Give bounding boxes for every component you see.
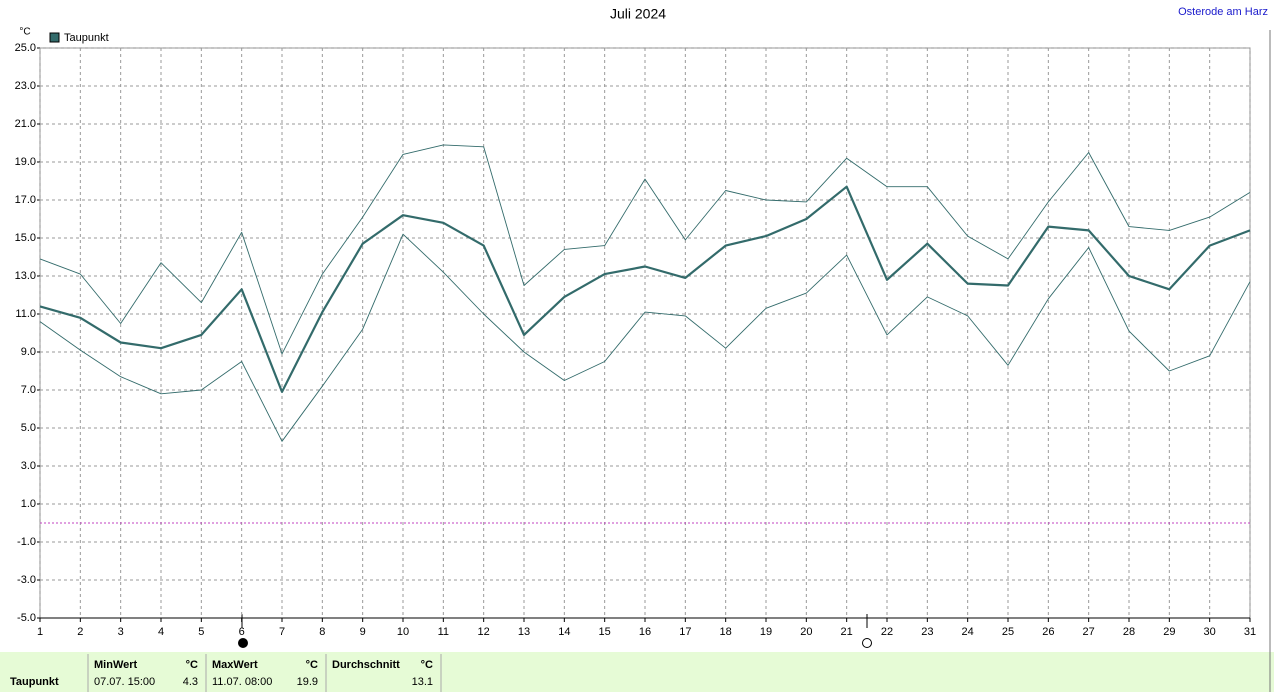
x-tick-label: 23 (921, 626, 933, 638)
x-tick-label: 1 (37, 626, 43, 638)
summary-panel (0, 652, 1274, 692)
summary-row-label: Taupunkt (10, 676, 59, 688)
y-tick-label: 9.0 (21, 346, 36, 358)
x-tick-label: 2 (77, 626, 83, 638)
summary-unit: °C (186, 659, 198, 671)
x-tick-label: 28 (1123, 626, 1135, 638)
y-tick-label: -1.0 (17, 536, 36, 548)
x-tick-label: 11 (438, 626, 449, 638)
y-tick-label: 13.0 (15, 270, 36, 282)
summary-time: 11.07. 08:00 (212, 676, 272, 688)
x-tick-label: 27 (1083, 626, 1095, 638)
y-tick-label: 23.0 (15, 80, 36, 92)
series-line (39, 144, 1251, 355)
x-tick-label: 25 (1002, 626, 1014, 638)
x-tick-label: 20 (800, 626, 812, 638)
location: Osterode am Harz (1178, 6, 1268, 18)
x-tick-label: 5 (198, 626, 204, 638)
summary-value: 19.9 (297, 676, 318, 688)
y-tick-label: 17.0 (15, 194, 36, 206)
summary-unit: °C (306, 659, 318, 671)
x-tick-label: 29 (1163, 626, 1175, 638)
x-tick-label: 13 (518, 626, 530, 638)
x-tick-label: 17 (679, 626, 691, 638)
y-tick-label: 1.0 (21, 498, 36, 510)
x-tick-label: 3 (118, 626, 124, 638)
y-tick-label: 19.0 (15, 156, 36, 168)
legend-label: Taupunkt (64, 32, 109, 44)
legend-swatch (49, 32, 60, 43)
x-tick-label: 19 (760, 626, 772, 638)
x-tick-label: 15 (599, 626, 611, 638)
new-moon-icon (238, 638, 248, 648)
x-tick-label: 6 (239, 626, 245, 638)
y-tick-label: 11.0 (15, 308, 36, 320)
x-tick-label: 8 (319, 626, 325, 638)
summary-unit: °C (421, 659, 433, 671)
x-tick-label: 7 (279, 626, 285, 638)
summary-value: 4.3 (183, 676, 198, 688)
summary-value: 13.1 (412, 676, 433, 688)
x-tick-label: 10 (397, 626, 409, 638)
y-tick-label: 7.0 (21, 384, 36, 396)
summary-time: 07.07. 15:00 (94, 676, 155, 688)
x-tick-label: 16 (639, 626, 651, 638)
x-tick-label: 12 (478, 626, 490, 638)
summary-header: MinWert (94, 659, 138, 671)
x-tick-label: 14 (558, 626, 570, 638)
x-tick-label: 30 (1204, 626, 1216, 638)
chart-title: Juli 2024 (610, 6, 666, 22)
x-tick-label: 9 (360, 626, 366, 638)
series-line (39, 185, 1251, 393)
y-unit: °C (19, 27, 30, 38)
x-tick-label: 26 (1042, 626, 1054, 638)
y-tick-label: 21.0 (15, 118, 36, 130)
y-tick-label: 15.0 (15, 232, 36, 244)
x-tick-label: 24 (962, 626, 974, 638)
x-tick-label: 22 (881, 626, 893, 638)
summary-header: Durchschnitt (332, 659, 400, 671)
y-tick-label: -3.0 (17, 574, 36, 586)
y-tick-label: 3.0 (21, 460, 36, 472)
x-tick-label: 31 (1244, 626, 1256, 638)
x-tick-label: 21 (841, 626, 853, 638)
series-line (39, 233, 1251, 442)
full-moon-icon (862, 638, 872, 648)
y-tick-label: 5.0 (21, 422, 36, 434)
x-tick-label: 18 (720, 626, 732, 638)
y-tick-label: -5.0 (17, 612, 36, 624)
y-tick-label: 25.0 (15, 42, 36, 54)
x-tick-label: 4 (158, 626, 164, 638)
summary-header: MaxWert (212, 659, 258, 671)
